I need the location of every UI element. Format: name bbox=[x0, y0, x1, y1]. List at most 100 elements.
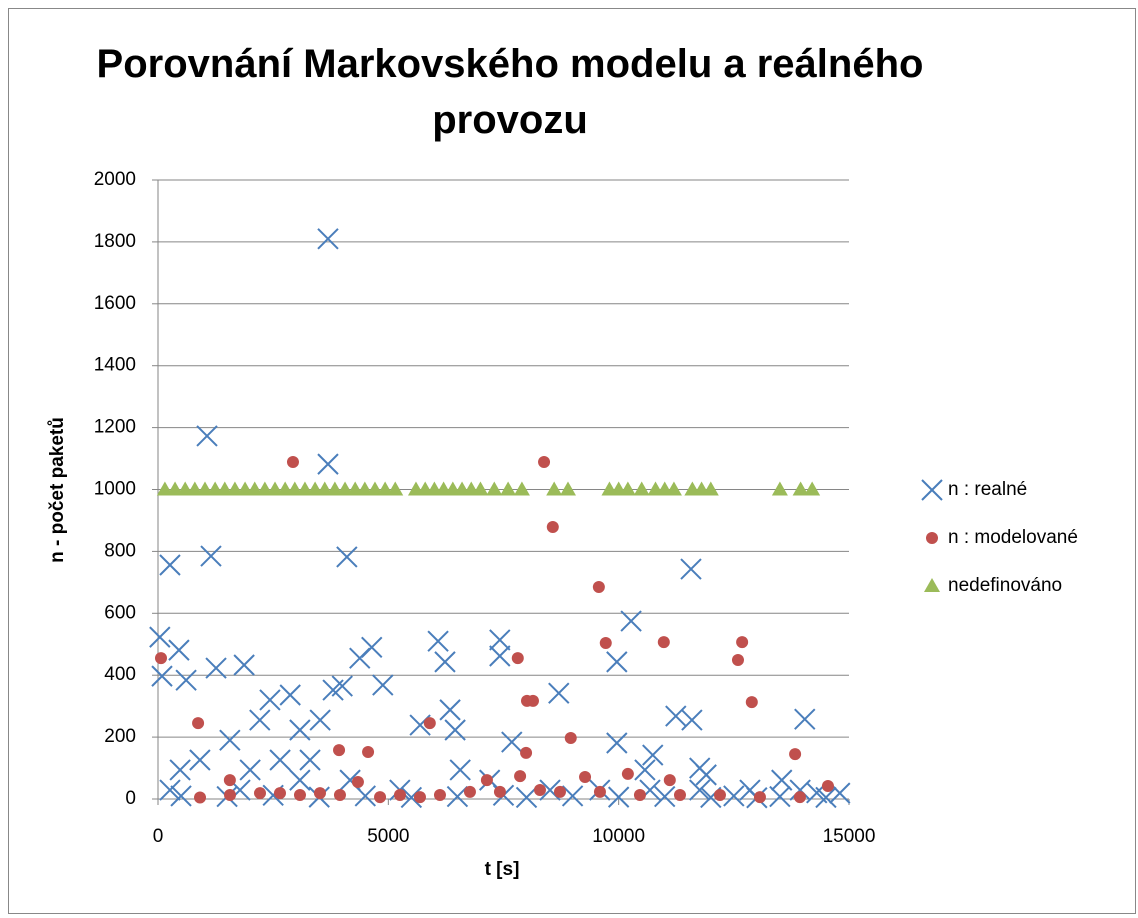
x-stroke bbox=[339, 769, 361, 791]
x-stroke bbox=[515, 786, 538, 809]
point bbox=[309, 709, 331, 731]
point bbox=[159, 779, 181, 801]
point bbox=[736, 636, 749, 649]
x-stroke bbox=[189, 749, 211, 771]
x-stroke bbox=[769, 785, 791, 808]
point bbox=[642, 744, 664, 766]
point bbox=[336, 546, 358, 568]
x-stroke bbox=[815, 786, 837, 809]
legend-marker bbox=[921, 479, 943, 501]
legend-marker bbox=[924, 578, 940, 592]
point bbox=[526, 694, 539, 707]
point bbox=[196, 481, 213, 496]
x-stroke bbox=[561, 785, 584, 807]
point bbox=[289, 719, 311, 741]
point bbox=[170, 785, 192, 807]
point bbox=[606, 651, 628, 673]
point bbox=[579, 771, 592, 784]
point bbox=[296, 481, 313, 496]
point bbox=[593, 785, 606, 798]
point bbox=[546, 481, 563, 496]
point bbox=[633, 788, 646, 801]
x-stroke bbox=[501, 731, 523, 753]
x-stroke bbox=[427, 630, 449, 652]
point bbox=[427, 630, 449, 652]
point bbox=[553, 785, 566, 798]
point bbox=[486, 481, 503, 496]
point bbox=[665, 481, 682, 496]
x-stroke bbox=[606, 732, 628, 754]
point bbox=[804, 481, 821, 496]
x-stroke bbox=[607, 786, 630, 808]
point bbox=[446, 785, 469, 808]
point bbox=[249, 709, 271, 731]
point bbox=[619, 481, 636, 496]
point bbox=[665, 705, 687, 727]
x-stroke bbox=[219, 729, 241, 751]
point bbox=[546, 520, 559, 533]
x-stroke bbox=[681, 709, 703, 731]
point bbox=[520, 746, 533, 759]
point bbox=[681, 709, 703, 731]
point bbox=[239, 759, 261, 781]
point bbox=[538, 455, 551, 468]
point bbox=[489, 629, 511, 651]
x-stroke bbox=[434, 651, 456, 673]
x-stroke bbox=[654, 785, 676, 808]
legend-marker bbox=[926, 532, 938, 544]
x-stroke bbox=[489, 629, 511, 651]
x-stroke bbox=[444, 719, 466, 741]
point bbox=[621, 767, 634, 780]
point bbox=[168, 639, 190, 661]
point bbox=[377, 481, 394, 496]
point bbox=[789, 748, 802, 761]
point bbox=[349, 647, 371, 669]
x-stroke bbox=[689, 779, 711, 801]
point bbox=[317, 453, 339, 475]
point bbox=[501, 731, 523, 753]
x-stroke bbox=[175, 669, 197, 691]
x-stroke bbox=[349, 647, 371, 669]
point bbox=[186, 481, 203, 496]
point bbox=[293, 788, 306, 801]
x-stroke bbox=[372, 674, 394, 696]
point bbox=[533, 784, 546, 797]
point bbox=[793, 791, 806, 804]
point bbox=[713, 788, 726, 801]
x-stroke bbox=[259, 689, 281, 711]
point bbox=[351, 775, 364, 788]
x-stroke bbox=[151, 665, 173, 687]
point bbox=[657, 636, 670, 649]
point bbox=[224, 788, 237, 801]
y-tick-label: 1200 bbox=[94, 417, 136, 438]
point bbox=[449, 759, 471, 781]
point bbox=[299, 749, 321, 771]
point bbox=[273, 787, 286, 800]
x-stroke bbox=[299, 749, 321, 771]
point bbox=[194, 791, 207, 804]
point bbox=[480, 774, 493, 787]
point bbox=[267, 481, 284, 496]
point bbox=[513, 481, 530, 496]
point bbox=[362, 745, 375, 758]
point bbox=[200, 545, 222, 567]
point bbox=[286, 481, 303, 496]
x-stroke bbox=[309, 709, 331, 731]
point bbox=[489, 645, 511, 667]
y-tick-label: 1600 bbox=[94, 293, 136, 314]
point bbox=[316, 481, 333, 496]
x-stroke bbox=[794, 708, 816, 730]
point bbox=[753, 791, 766, 804]
point bbox=[259, 689, 281, 711]
legend-label: nedefinováno bbox=[948, 575, 1062, 596]
x-tick-label: 0 bbox=[153, 826, 164, 847]
legend-label: n : modelované bbox=[948, 527, 1078, 548]
x-stroke bbox=[170, 785, 192, 807]
point bbox=[331, 675, 353, 697]
point bbox=[821, 780, 834, 793]
point bbox=[151, 665, 173, 687]
point bbox=[695, 764, 717, 786]
point bbox=[444, 719, 466, 741]
x-stroke bbox=[279, 684, 301, 706]
